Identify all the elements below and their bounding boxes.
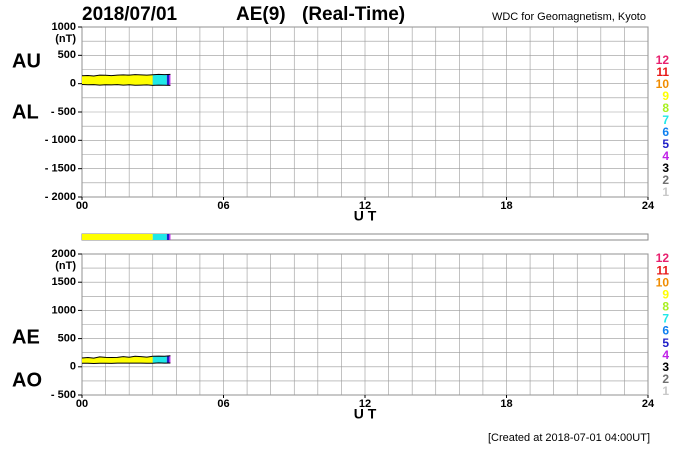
legend-label: 5 <box>662 137 669 151</box>
x-tick-label: 12 <box>359 200 371 212</box>
y-tick-label: 0 <box>70 361 76 373</box>
source: WDC for Geomagnetism, Kyoto <box>492 11 646 23</box>
x-tick-label: 18 <box>500 200 512 212</box>
legend-label: 9 <box>662 287 669 301</box>
coverage-bar <box>82 234 153 240</box>
x-tick-label: 06 <box>217 398 229 410</box>
y-tick-label: 500 <box>58 333 76 345</box>
legend-label: 10 <box>656 77 670 91</box>
series-label: AE <box>12 326 40 348</box>
y-tick-label: - 2000 <box>45 191 76 203</box>
legend-label: 11 <box>656 263 669 277</box>
y-tick-label: - 500 <box>51 389 76 401</box>
legend-label: 2 <box>662 372 669 386</box>
y-tick-label: - 1000 <box>45 134 76 146</box>
coverage-fill <box>82 355 153 364</box>
x-tick-label: 24 <box>642 398 655 410</box>
date-title: 2018/07/01 <box>82 4 178 25</box>
y-tick-label: 1000 <box>52 21 76 33</box>
coverage-fill <box>166 74 170 86</box>
y-tick-label: 2000 <box>52 248 76 260</box>
legend-label: 8 <box>662 300 669 314</box>
legend-label: 10 <box>656 275 670 289</box>
legend-label: 3 <box>662 161 669 175</box>
legend-label: 6 <box>662 125 669 139</box>
legend-label: 12 <box>656 251 670 265</box>
legend-label: 5 <box>662 336 669 350</box>
coverage-fill <box>152 74 167 86</box>
legend-label: 1 <box>662 384 669 398</box>
legend-label: 8 <box>662 101 669 115</box>
legend-label: 7 <box>662 312 669 326</box>
unit-label: (nT) <box>55 260 76 272</box>
x-axis-title: U T <box>354 406 377 422</box>
x-tick-label: 06 <box>217 200 229 212</box>
series-label: AU <box>12 50 41 72</box>
legend-label: 4 <box>662 149 669 163</box>
y-tick-label: 500 <box>58 49 76 61</box>
x-tick-label: 24 <box>642 200 655 212</box>
coverage-fill <box>152 355 167 364</box>
legend-label: 2 <box>662 173 669 187</box>
y-tick-label: - 1500 <box>45 163 76 175</box>
y-tick-label: 1500 <box>52 276 76 288</box>
legend-label: 3 <box>662 360 669 374</box>
coverage-bar <box>169 234 171 240</box>
y-tick-label: 1000 <box>52 304 76 316</box>
legend-label: 9 <box>662 89 669 103</box>
coverage-fill <box>169 74 171 86</box>
coverage-fill <box>82 74 153 86</box>
x-tick-label: 00 <box>76 200 88 212</box>
legend-label: 11 <box>656 65 669 79</box>
x-tick-label: 00 <box>76 398 88 410</box>
coverage-fill <box>166 355 170 364</box>
coverage-bar <box>152 234 167 240</box>
coverage-bar <box>166 234 170 240</box>
legend-label: 7 <box>662 113 669 127</box>
series-label: AO <box>12 369 42 391</box>
series-line <box>82 362 171 365</box>
legend-label: 4 <box>662 348 669 362</box>
y-tick-label: 0 <box>70 78 76 90</box>
series-label: AL <box>12 101 39 123</box>
x-axis-title: U T <box>354 208 377 224</box>
x-tick-label: 18 <box>500 398 512 410</box>
series-line <box>81 73 171 77</box>
coverage-fill <box>169 355 171 364</box>
y-tick-label: - 500 <box>51 106 76 118</box>
index-title: AE(9) <box>236 4 286 25</box>
unit-label: (nT) <box>55 33 76 45</box>
legend-label: 1 <box>662 185 669 199</box>
footer: [Created at 2018-07-01 04:00UT] <box>488 432 650 444</box>
legend-label: 6 <box>662 324 669 338</box>
legend-label: 12 <box>656 53 670 67</box>
mode-title: (Real-Time) <box>302 4 405 25</box>
x-tick-label: 12 <box>359 398 371 410</box>
series-line <box>81 355 171 359</box>
series-line <box>81 84 171 86</box>
